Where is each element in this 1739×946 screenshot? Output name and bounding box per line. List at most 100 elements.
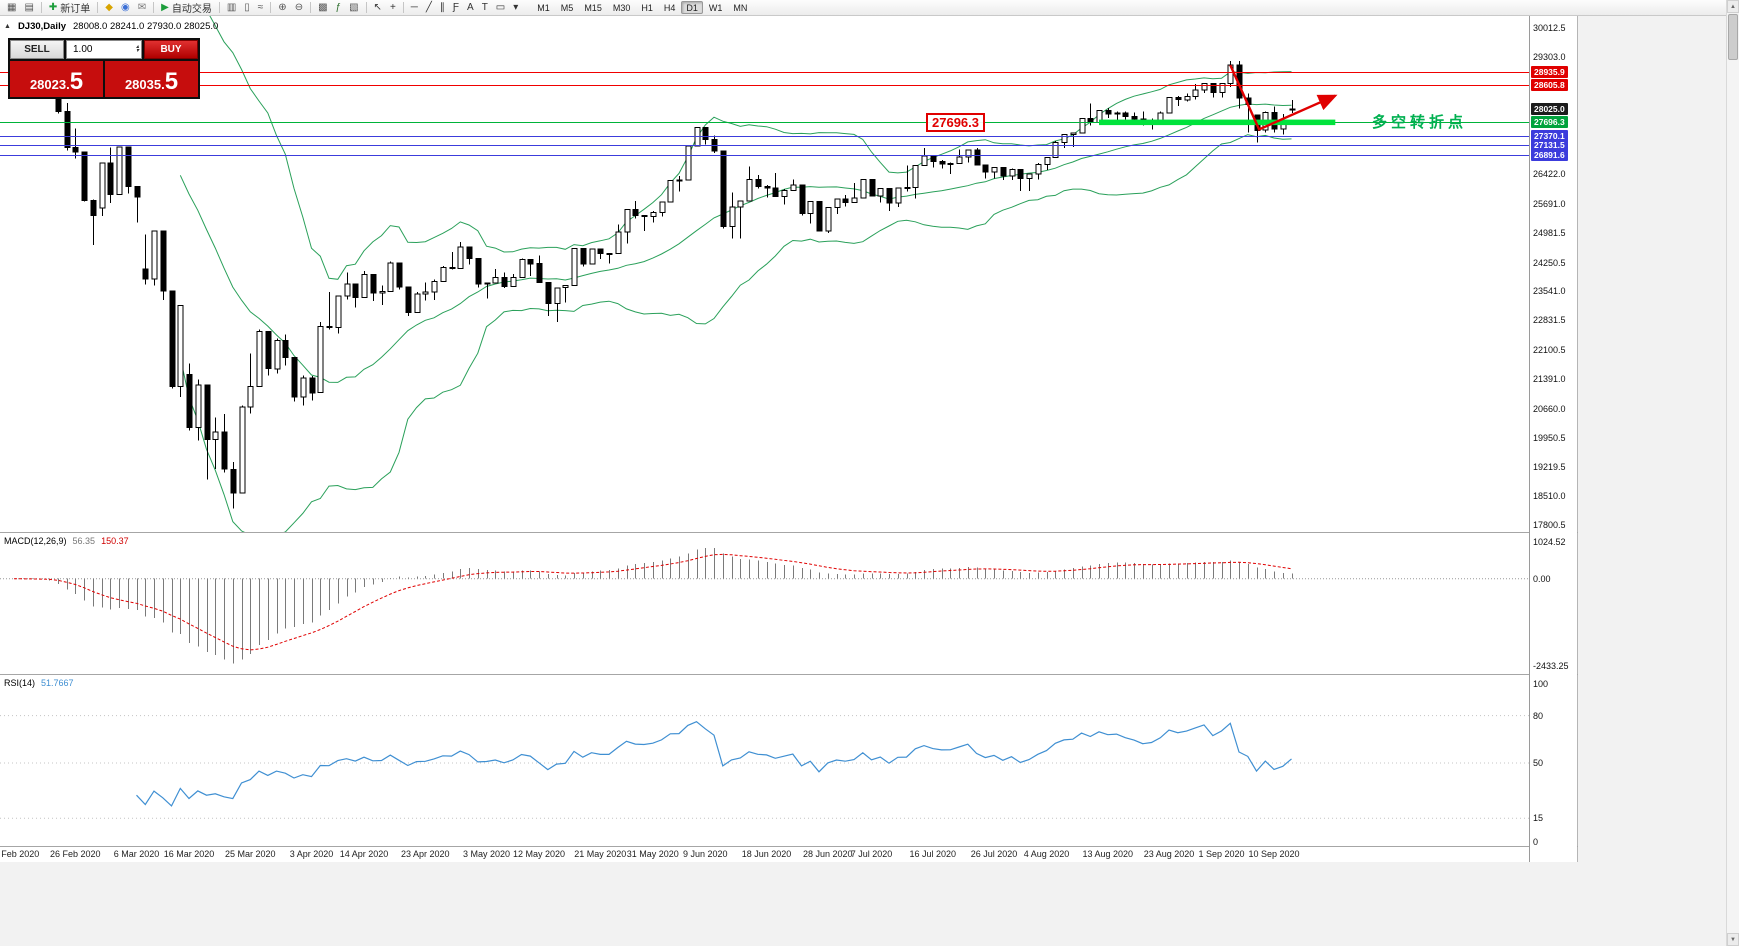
timeframe-d1-button[interactable]: D1	[681, 1, 703, 14]
scroll-up-button[interactable]: ▲	[1727, 0, 1739, 13]
toolbar-separator	[270, 2, 272, 13]
panel-divider[interactable]	[0, 674, 1578, 675]
rsi-axis-tick: 50	[1533, 758, 1544, 768]
templates-icon-glyph: ▧	[349, 1, 359, 13]
rsi-indicator-label: RSI(14) 51.7667	[4, 678, 74, 688]
price-tick: 29303.0	[1533, 51, 1566, 62]
horizontal-line-icon[interactable]: ─	[407, 1, 422, 15]
zoom-in-icon[interactable]: ⊕	[274, 1, 290, 15]
toolbar-separator	[310, 2, 312, 13]
sell-button[interactable]: SELL	[10, 40, 64, 59]
new-chart-icon[interactable]: ▦	[3, 1, 20, 15]
price-tick: 19219.5	[1533, 462, 1566, 473]
date-tick: 16 Jul 2020	[909, 849, 957, 859]
date-tick: 13 Aug 2020	[1082, 849, 1134, 859]
volume-spinner[interactable]: ▴ ▾	[135, 44, 139, 54]
macd-axis-tick: 0.00	[1533, 573, 1551, 584]
date-tick: 4 Aug 2020	[1023, 849, 1070, 859]
arrows-dropdown-icon[interactable]: ▾	[509, 1, 522, 15]
main-chart-canvas[interactable]	[0, 16, 1529, 532]
scroll-down-button[interactable]: ▼	[1727, 933, 1739, 946]
zoom-out-icon[interactable]: ⊖	[291, 1, 307, 15]
collapse-triangle-icon[interactable]: ▲	[4, 23, 11, 30]
fibonacci-icon-glyph: Ƒ	[452, 1, 460, 13]
spinner-up-icon[interactable]: ▴	[135, 44, 139, 51]
shapes-icon[interactable]: ▭	[492, 1, 509, 15]
tile-windows-icon[interactable]: ▩	[314, 1, 331, 15]
templates-icon[interactable]: ▧	[345, 1, 362, 15]
buy-price[interactable]: 28035. 5	[105, 61, 198, 97]
indicators-icon[interactable]: ƒ	[332, 1, 346, 15]
bar-chart-icon[interactable]: ▥	[223, 1, 240, 15]
macd-signal-value: 150.37	[101, 536, 129, 546]
macd-panel-canvas[interactable]	[0, 534, 1529, 674]
new-order-button[interactable]: ✚ 新订单	[45, 1, 94, 15]
timeframe-m1-button[interactable]: M1	[537, 3, 550, 13]
sell-price-base: 28023.	[29, 76, 70, 92]
text-icon[interactable]: A	[463, 1, 478, 15]
timeframe-m30-button[interactable]: M30	[612, 3, 631, 13]
autotrading-button[interactable]: ▶ 自动交易	[157, 1, 216, 15]
date-tick: 21 May 2020	[574, 849, 627, 859]
date-tick: 26 Feb 2020	[49, 849, 101, 859]
timeframe-h4-button[interactable]: H4	[663, 3, 676, 13]
equidistant-channel-icon[interactable]: ∥	[436, 1, 449, 15]
new-order-glyph: ✚	[48, 1, 58, 13]
date-tick: 31 May 2020	[626, 849, 679, 859]
timeframe-m5-button[interactable]: M5	[560, 3, 574, 13]
timeframe-h1-button[interactable]: H1	[641, 3, 653, 13]
sell-price[interactable]: 28023. 5	[10, 61, 103, 97]
price-level-badge: 28605.8	[1531, 79, 1568, 92]
community-icon[interactable]: ◉	[117, 1, 134, 15]
buy-price-pip: 5	[164, 68, 179, 95]
date-tick: 16 Mar 2020	[163, 849, 215, 859]
arrows-dropdown-icon-glyph: ▾	[513, 1, 519, 13]
label-icon[interactable]: T	[478, 1, 492, 15]
candlestick-chart-icon[interactable]: ▯	[240, 1, 254, 15]
macd-histogram	[23, 547, 1293, 664]
line-chart-icon[interactable]: ≈	[254, 1, 268, 15]
spinner-down-icon[interactable]: ▾	[135, 47, 139, 54]
price-tick: 30012.5	[1533, 23, 1566, 33]
buy-button[interactable]: BUY	[144, 40, 198, 59]
price-axis[interactable]: 30012.5 29303.0 26422.0 25691.0 24981.5 24250…	[1530, 16, 1577, 862]
macd-indicator-label: MACD(12,26,9) 56.35 150.37	[4, 536, 129, 546]
symbol-title: DJ30,Daily	[17, 21, 66, 32]
macd-axis-tick: 1024.52	[1533, 537, 1566, 547]
rsi-line	[136, 721, 1292, 807]
timeframe-w1-button[interactable]: W1	[708, 3, 723, 13]
rsi-panel-canvas[interactable]	[0, 676, 1529, 846]
scroll-thumb[interactable]	[1728, 14, 1738, 60]
date-tick: 7 Jul 2020	[850, 849, 893, 859]
price-tick: 19950.5	[1533, 432, 1566, 443]
volume-input[interactable]: 1.00 ▴ ▾	[66, 40, 142, 59]
bollinger-middle-band	[179, 103, 1292, 383]
panel-divider[interactable]	[0, 532, 1578, 533]
chart-profiles-icon[interactable]: ▤	[20, 1, 37, 15]
fibonacci-icon[interactable]: Ƒ	[449, 1, 463, 15]
mail-icon[interactable]: ✉	[134, 1, 150, 15]
vertical-scrollbar[interactable]: ▲ ▼	[1726, 0, 1739, 946]
support-zone-bar[interactable]	[1099, 119, 1336, 126]
price-tick: 24250.5	[1533, 257, 1566, 268]
trendline-icon[interactable]: ╱	[422, 1, 436, 15]
candlestick-chart-icon-glyph: ▯	[244, 1, 250, 13]
bar-chart-icon-glyph: ▥	[226, 1, 237, 13]
timeframe-m15-button[interactable]: M15	[584, 3, 602, 13]
one-click-trading-panel: SELL 1.00 ▴ ▾ BUY 28023. 5 28035. 5	[8, 38, 200, 99]
support-price-callout: 27696.3	[926, 113, 985, 132]
timeframe-mn-button[interactable]: MN	[733, 3, 748, 13]
crosshair-icon[interactable]: +	[386, 1, 400, 15]
trendline-icon-glyph: ╱	[425, 1, 432, 13]
toolbar-separator	[365, 2, 367, 13]
market-icon[interactable]: ◆	[101, 1, 117, 15]
cursor-icon-glyph: ↖	[373, 1, 382, 13]
macd-axis-tick: -2433.25	[1533, 661, 1569, 671]
trade-idea-arrow[interactable]	[1229, 64, 1338, 131]
chart-title: ▲ DJ30,Daily 28008.0 28241.0 27930.0 280…	[4, 21, 218, 32]
shapes-icon-glyph: ▭	[495, 1, 506, 13]
cursor-icon[interactable]: ↖	[370, 1, 386, 15]
